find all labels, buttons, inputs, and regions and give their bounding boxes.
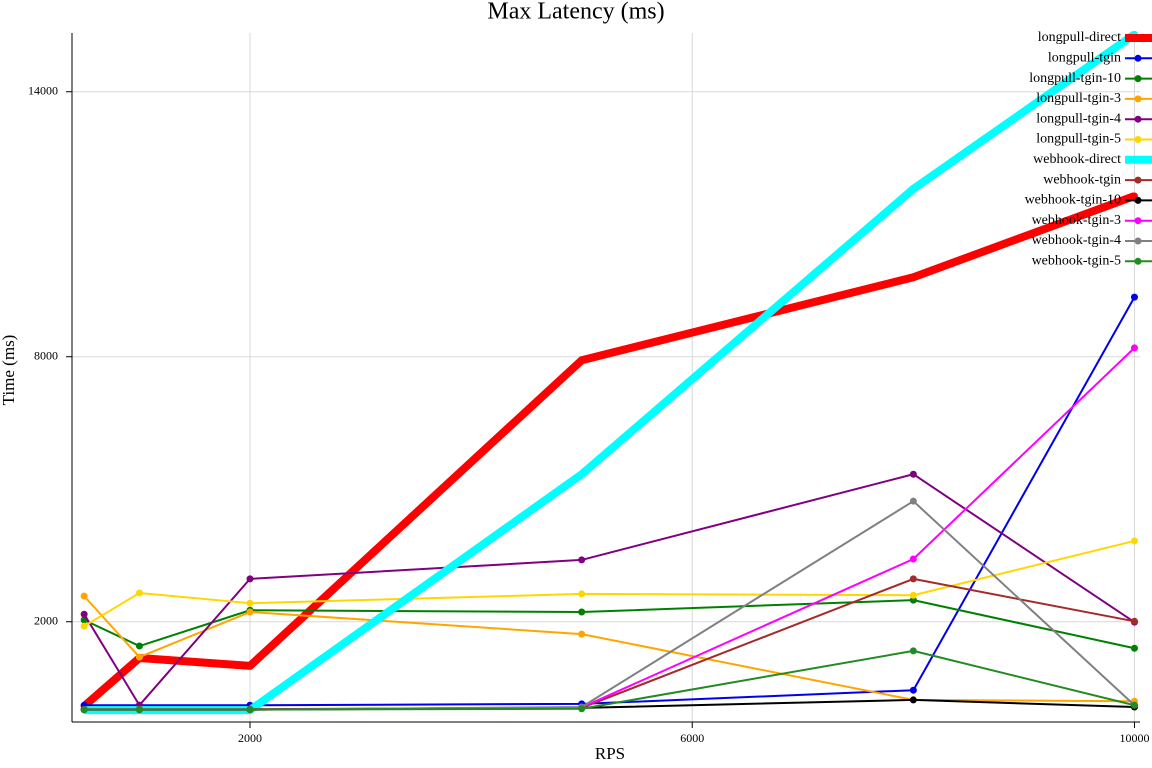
data-point [246, 575, 254, 583]
legend-marker [1134, 136, 1142, 143]
series-line [83, 473, 1136, 707]
legend-marker [1134, 257, 1142, 265]
data-point [909, 470, 917, 478]
data-point [909, 497, 917, 505]
x-tick-label: 2000 [238, 731, 262, 745]
data-point [246, 662, 254, 670]
series-line [84, 649, 1135, 711]
y-tick-label: 8000 [34, 348, 58, 362]
legend-label: longpull-direct [1038, 30, 1121, 45]
series-line [84, 31, 1137, 715]
legend-marker [1134, 54, 1142, 62]
data-point [1130, 293, 1138, 301]
series-line [84, 500, 1136, 711]
y-tick-label: 14000 [28, 83, 58, 97]
legend-marker [1134, 176, 1142, 184]
legend-label: webhook-tgin [1043, 172, 1121, 187]
legend-label: longpull-tgin-10 [1029, 71, 1121, 86]
legend-marker [1134, 196, 1142, 204]
data-point [909, 596, 917, 604]
data-point [246, 706, 254, 714]
legend-marker [1134, 75, 1142, 83]
data-point [578, 630, 586, 638]
series-line [83, 599, 1135, 650]
data-point [80, 622, 88, 630]
data-point [909, 273, 917, 281]
data-point [1130, 344, 1138, 352]
legend-label: longpull-tgin-4 [1036, 111, 1121, 126]
legend-marker [1134, 217, 1142, 225]
legend-label: webhook-tgin-10 [1025, 193, 1121, 208]
data-point [135, 653, 143, 661]
data-point [909, 686, 917, 694]
data-point [246, 599, 254, 607]
data-point [1130, 644, 1138, 652]
legend-label: webhook-tgin-3 [1032, 213, 1121, 228]
data-point [1130, 701, 1138, 709]
legend-marker [1134, 95, 1142, 103]
data-point [578, 470, 586, 478]
data-point [578, 356, 586, 364]
series-line [84, 296, 1136, 707]
data-point [1130, 537, 1138, 545]
series-line [81, 192, 1136, 710]
series-line [84, 347, 1136, 711]
data-point [909, 575, 917, 583]
legend-marker [1134, 115, 1142, 123]
chart-title: Max Latency (ms) [487, 0, 664, 25]
data-point [80, 706, 88, 714]
data-point [135, 706, 143, 714]
data-point [80, 592, 88, 600]
x-axis-label: RPS [595, 744, 625, 763]
data-point [909, 647, 917, 655]
legend-label: webhook-tgin-4 [1032, 233, 1121, 248]
x-tick-label: 6000 [680, 731, 704, 745]
data-point [578, 705, 586, 713]
data-point [246, 608, 254, 616]
x-tick-label: 10000 [1119, 731, 1149, 745]
data-point [135, 642, 143, 650]
data-point [909, 185, 917, 193]
legend-label: webhook-direct [1033, 152, 1121, 167]
data-point [909, 591, 917, 599]
data-point [578, 556, 586, 564]
data-point [135, 589, 143, 597]
legend-marker [1134, 237, 1142, 245]
data-point [578, 590, 586, 598]
data-point [80, 610, 88, 618]
y-tick-label: 2000 [34, 613, 58, 627]
data-point [909, 555, 917, 563]
data-point [578, 608, 586, 616]
legend-label: longpull-tgin-3 [1036, 91, 1121, 106]
data-point [1130, 617, 1138, 625]
legend-label: webhook-tgin-5 [1032, 254, 1121, 269]
y-axis-label: Time (ms) [0, 335, 18, 406]
data-point [909, 696, 917, 704]
legend-label: longpull-tgin [1048, 51, 1121, 66]
legend-label: longpull-tgin-5 [1036, 132, 1121, 147]
